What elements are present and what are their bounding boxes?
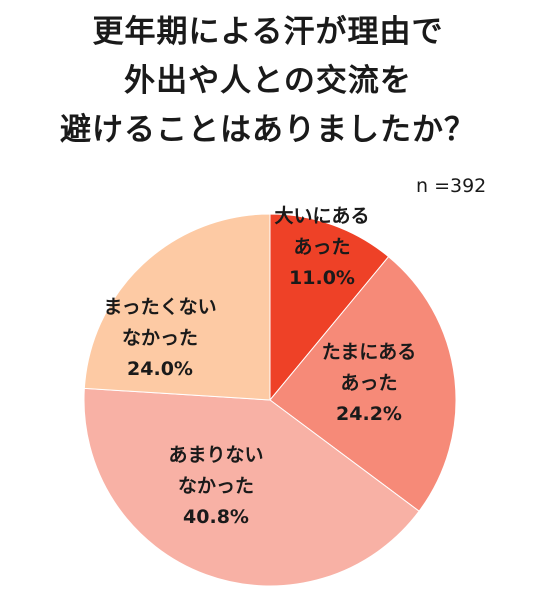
slice-label-1-line-2: あった (293, 236, 350, 258)
pie-slice-1 (269, 213, 390, 402)
slice-value-label-3: 40.8% (183, 506, 249, 528)
slice-value-label-4: 24.0% (127, 358, 193, 380)
chart-title: 更年期による汗が理由で 外出や人との交流を 避けることはありましたか？ (0, 8, 536, 155)
pie-slice-3 (83, 387, 420, 587)
slice-label-3-line-2: なかった (178, 475, 254, 497)
pie-slices (83, 213, 457, 587)
slice-label-2-line-1: たまにある (322, 341, 416, 363)
slice-value-label-1: 11.0% (289, 267, 355, 289)
slice-label-1-line-1: 大いにある (274, 204, 369, 227)
pie-slice-2 (269, 255, 457, 512)
pie-labels: 大いにあるあった11.0%たまにあるあった24.2%あまりないなかった40.8%… (103, 204, 416, 528)
title-line-2: 外出や人との交流を (124, 63, 412, 99)
slice-label-3-line-1: あまりない (168, 444, 263, 466)
sample-size: n =392 (416, 175, 487, 197)
pie-slice-4 (83, 213, 271, 401)
slice-label-4-line-1: まったくない (103, 296, 216, 318)
slice-label-4-line-2: なかった (122, 327, 198, 349)
slice-label-2-line-2: あった (340, 372, 397, 394)
slice-value-label-2: 24.2% (336, 403, 402, 425)
title-line-3: 避けることはありましたか？ (60, 112, 476, 148)
title-line-1: 更年期による汗が理由で (92, 14, 444, 50)
